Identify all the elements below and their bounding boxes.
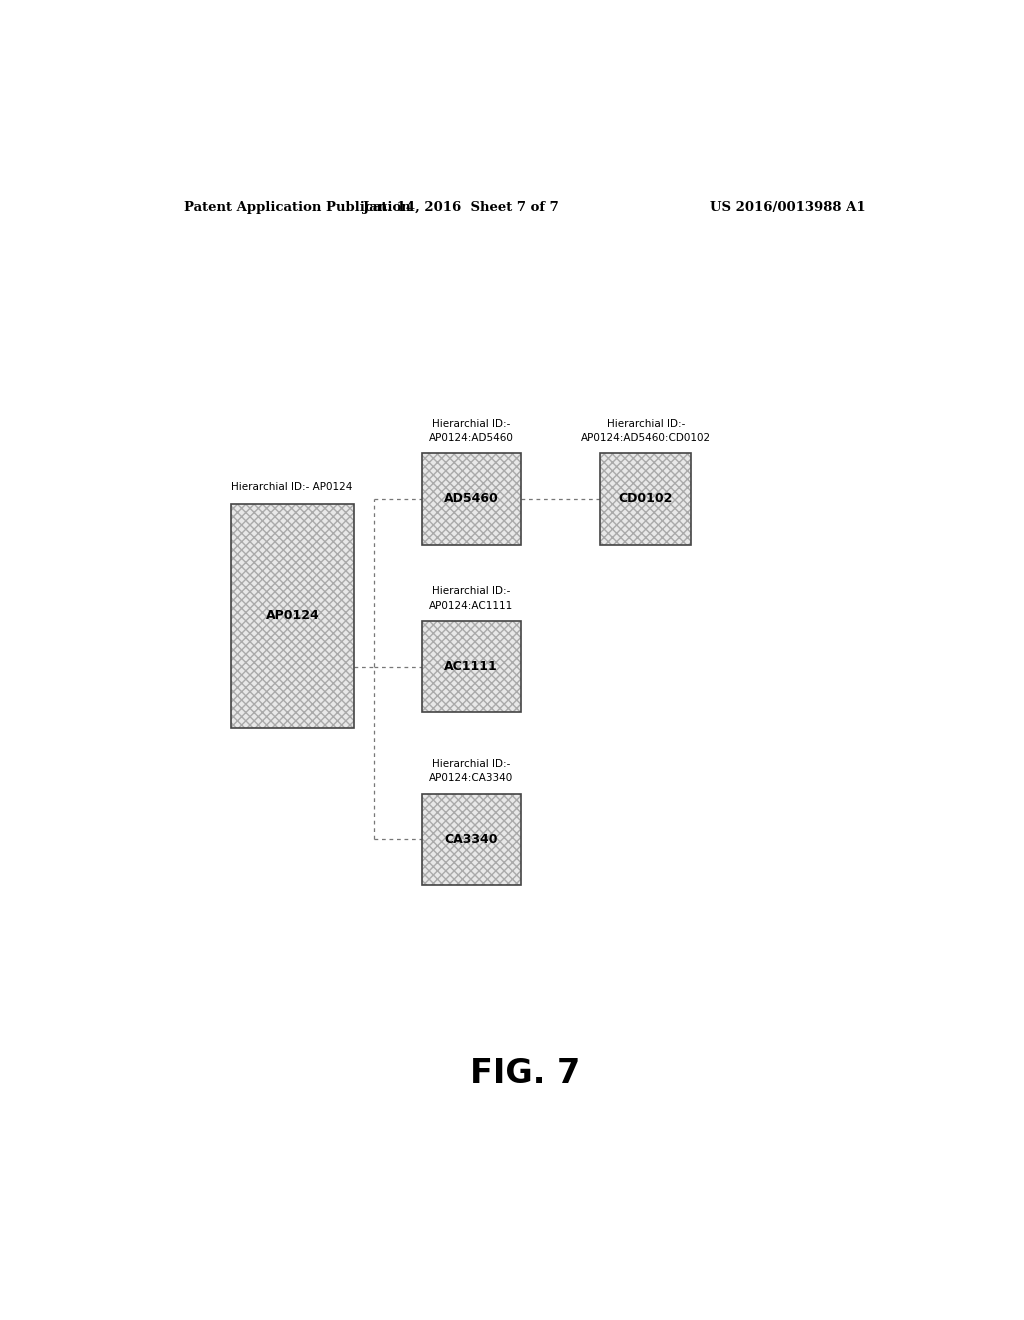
Text: FIG. 7: FIG. 7	[470, 1056, 580, 1090]
Text: US 2016/0013988 A1: US 2016/0013988 A1	[711, 201, 866, 214]
Bar	[422, 453, 521, 545]
Text: Hierarchial ID:-: Hierarchial ID:-	[606, 418, 685, 429]
Text: AP0124:AD5460:CD0102: AP0124:AD5460:CD0102	[581, 433, 711, 444]
Text: CD0102: CD0102	[618, 492, 673, 506]
Text: Jan. 14, 2016  Sheet 7 of 7: Jan. 14, 2016 Sheet 7 of 7	[364, 201, 559, 214]
Text: Hierarchial ID:- AP0124: Hierarchial ID:- AP0124	[231, 482, 352, 492]
Bar	[422, 620, 521, 713]
Text: AC1111: AC1111	[444, 660, 498, 673]
Text: Hierarchial ID:-: Hierarchial ID:-	[432, 759, 510, 770]
Bar	[600, 453, 691, 545]
Bar	[231, 504, 354, 727]
Text: CA3340: CA3340	[444, 833, 498, 846]
Bar	[422, 793, 521, 886]
Text: AP0124: AP0124	[266, 610, 319, 622]
Bar	[422, 793, 521, 886]
Text: AP0124:CA3340: AP0124:CA3340	[429, 774, 513, 784]
Bar	[422, 453, 521, 545]
Bar	[422, 453, 521, 545]
Bar	[231, 504, 354, 727]
Bar	[600, 453, 691, 545]
Bar	[600, 453, 691, 545]
Text: AP0124:AD5460: AP0124:AD5460	[429, 433, 514, 444]
Text: AP0124:AC1111: AP0124:AC1111	[429, 601, 513, 611]
Text: Patent Application Publication: Patent Application Publication	[183, 201, 411, 214]
Text: Hierarchial ID:-: Hierarchial ID:-	[432, 586, 510, 597]
Bar	[422, 620, 521, 713]
Text: Hierarchial ID:-: Hierarchial ID:-	[432, 418, 510, 429]
Bar	[231, 504, 354, 727]
Bar	[422, 620, 521, 713]
Text: AD5460: AD5460	[443, 492, 499, 506]
Bar	[422, 793, 521, 886]
